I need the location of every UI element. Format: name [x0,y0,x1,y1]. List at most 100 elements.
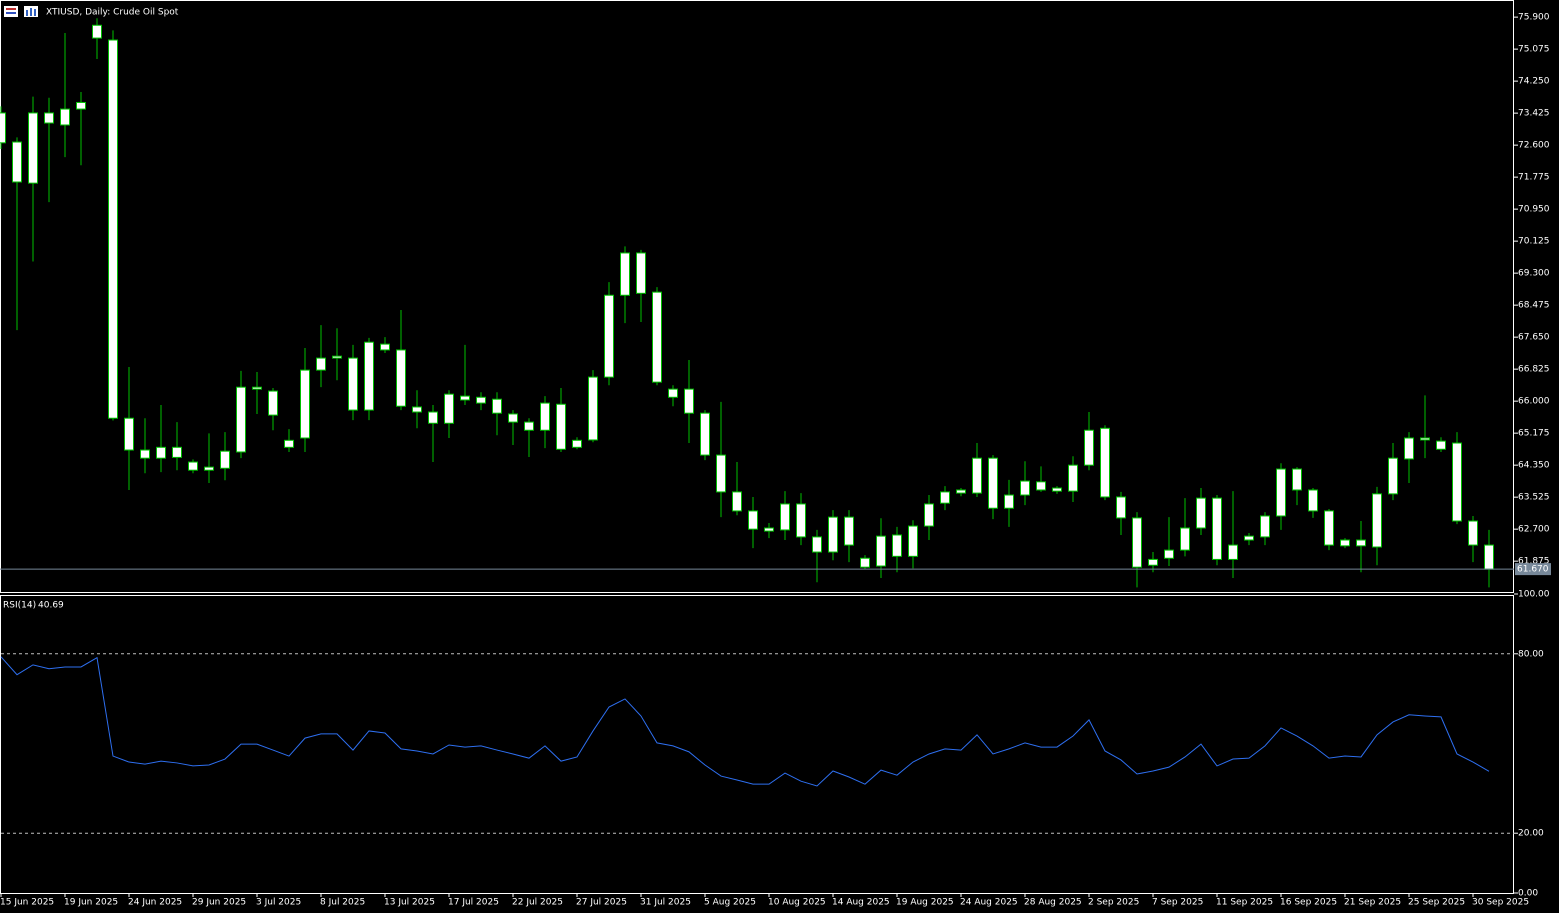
rsi-panel-frame [0,595,1514,894]
candle-body [108,39,118,419]
current-price-label: 61.670 [1517,565,1549,575]
candle-body [716,454,726,493]
candle-body [988,457,998,509]
candle-body [620,252,630,296]
x-tick-label: 13 Jul 2025 [384,898,435,908]
candle-body [428,411,438,424]
candle-body [1164,549,1174,559]
y-tick-label: 73.425 [1518,109,1550,119]
icon [26,10,28,16]
candle-body [1308,489,1318,512]
x-tick-label: 16 Sep 2025 [1280,898,1337,908]
y-tick-label: 65.175 [1518,429,1550,439]
candle-body [156,446,166,459]
x-tick-label: 14 Aug 2025 [832,898,890,908]
candle-body [796,503,806,538]
candle-body [1004,494,1014,509]
candle-body [604,294,614,378]
x-tick-label: 24 Jun 2025 [128,898,182,908]
candle-body [556,403,566,450]
x-tick-label: 3 Jul 2025 [256,898,301,908]
candle-body [1452,442,1462,522]
x-tick-label: 10 Aug 2025 [768,898,826,908]
candle-body [1212,497,1222,560]
x-tick-label: 19 Jun 2025 [64,898,118,908]
candle-body [892,534,902,557]
candle-body [684,388,694,414]
candle-body [732,491,742,512]
rsi-line [0,656,1490,787]
x-tick-label: 19 Aug 2025 [896,898,954,908]
x-tick-label: 21 Sep 2025 [1344,898,1401,908]
candle-body [28,112,38,184]
x-tick-label: 22 Jul 2025 [512,898,563,908]
candle-body [1100,427,1110,498]
candle-body [1244,535,1254,541]
candle-body [92,24,102,39]
candle-body [1116,496,1126,519]
candle-body [412,406,422,413]
y-tick-label: 80.00 [1518,649,1544,659]
candle-body [252,386,262,390]
candle-body [764,527,774,532]
candle-body [1468,520,1478,546]
candle-body [1420,437,1430,441]
x-tick-label: 31 Jul 2025 [640,898,691,908]
current-price-box [1515,563,1551,576]
y-tick-label: 74.250 [1518,77,1550,87]
candle-body [0,112,6,144]
y-tick-label: 70.950 [1518,205,1550,215]
candle-body [1276,468,1286,517]
candle-body [652,291,662,383]
x-tick-label: 17 Jul 2025 [448,898,499,908]
candle-body [828,516,838,553]
candle-body [1020,480,1030,496]
x-tick-label: 25 Sep 2025 [1408,898,1465,908]
y-tick-label: 100.00 [1518,590,1550,600]
y-tick-label: 66.825 [1518,365,1550,375]
x-tick-label: 11 Sep 2025 [1216,898,1273,908]
candle-body [1484,544,1494,570]
candle-body [844,516,854,546]
icon [6,12,16,14]
candle-body [924,503,934,527]
x-tick-label: 29 Jun 2025 [192,898,246,908]
candle-body [972,457,982,494]
x-tick-label: 8 Jul 2025 [320,898,365,908]
icon [30,8,32,16]
candle-body [1228,544,1238,560]
y-tick-label: 20.00 [1518,829,1544,839]
rsi-value: 40.69 [38,601,64,611]
candle-body [332,355,342,359]
y-tick-label: 75.075 [1518,45,1550,55]
y-tick-label: 69.300 [1518,269,1550,279]
candle-body [1388,457,1398,495]
candle-body [780,503,790,531]
candle-body [668,388,678,398]
candle-body [204,466,214,471]
candle-body [940,491,950,504]
candle-body [380,343,390,351]
candle-body [12,141,22,183]
candle-body [1436,440,1446,450]
candle-body [300,369,310,439]
x-tick-label: 24 Aug 2025 [960,898,1018,908]
y-tick-label: 75.900 [1518,13,1550,23]
candle-body [364,341,374,411]
candle-body [956,489,966,494]
x-tick-label: 5 Aug 2025 [704,898,756,908]
candle-body [268,390,278,416]
x-tick-label: 2 Sep 2025 [1088,898,1139,908]
candle-body [492,398,502,414]
candle-body [748,510,758,530]
candle-body [1036,481,1046,491]
candle-body [1404,437,1414,460]
candle-body [1148,558,1158,566]
candle-body [1260,515,1270,538]
candle-body [1292,468,1302,491]
y-tick-label: 61.875 [1518,557,1550,567]
title-icons [4,6,38,17]
y-tick-label: 62.700 [1518,525,1550,535]
y-tick-label: 70.125 [1518,237,1550,247]
